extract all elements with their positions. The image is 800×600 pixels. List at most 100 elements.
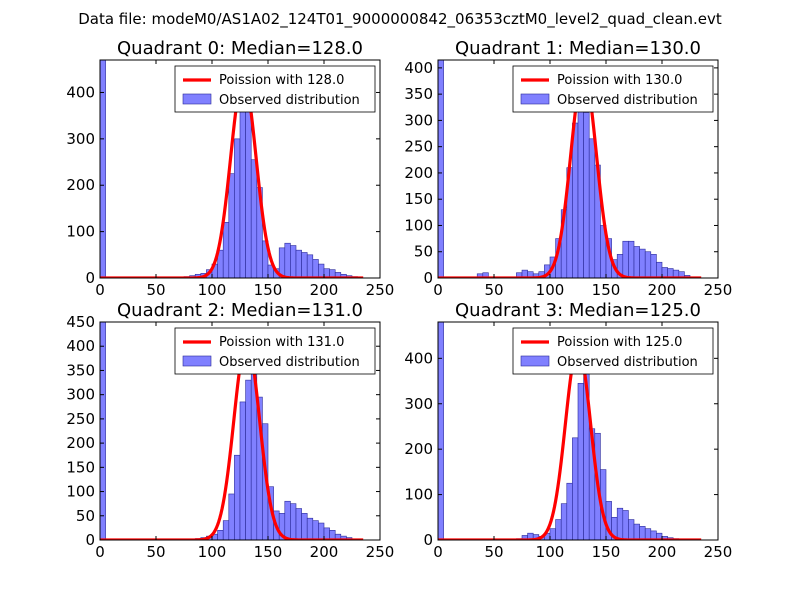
y-tick-label: 200 [404,164,433,182]
histogram-bar [290,503,297,540]
y-tick-label: 350 [66,361,95,379]
x-tick-label: 100 [536,281,565,299]
figure-suptitle: Data file: modeM0/AS1A02_124T01_90000008… [78,10,722,29]
y-tick-label: 50 [414,243,433,261]
chart-legend: Poission with 125.0 Observed distribution [512,327,714,375]
y-tick-label: 300 [66,130,95,148]
histogram-bar [572,122,579,278]
x-tick-label: 150 [254,281,283,299]
y-tick-label: 250 [66,410,95,428]
x-tick-label: 250 [366,281,395,299]
y-tick-label: 400 [66,83,95,101]
legend-line-label: Poission with 130.0 [557,73,682,88]
histogram-bar [644,251,652,278]
histogram-bar [650,254,657,278]
poisson-model-line [438,71,702,278]
chart-legend: Poission with 128.0 Observed distribution [174,65,376,113]
y-tick-label: 100 [404,216,433,234]
y-tick-label: 100 [66,483,95,501]
histogram-bar [239,108,246,278]
histogram-bar [622,240,629,278]
x-tick-label: 150 [592,543,621,561]
y-tick-label: 100 [404,486,433,504]
histogram-bar [245,103,252,278]
x-tick-label: 0 [433,543,443,561]
histogram-bar [438,322,444,540]
poisson-model-line [100,76,364,278]
histogram-bar [312,520,319,540]
histogram-bar [438,60,444,278]
x-tick-label: 200 [648,543,677,561]
x-tick-label: 0 [433,281,443,299]
x-tick-label: 100 [198,281,227,299]
legend-box [512,65,714,113]
histogram-bar [245,379,252,540]
chart-legend: Poission with 131.0 Observed distribution [174,327,376,375]
histogram-bar [306,254,314,278]
histogram-bar [633,246,640,278]
x-tick-label: 50 [484,543,503,561]
y-tick-label: 0 [423,531,433,549]
legend-bar-label: Observed distribution [557,93,698,108]
y-tick-label: 50 [76,507,95,525]
histogram-bar [628,240,635,278]
x-tick-label: 200 [310,281,339,299]
y-tick-label: 400 [404,59,433,77]
axes-frame [99,321,381,541]
legend-line-label: Poission with 125.0 [557,335,682,350]
chart-title: Quadrant 2: Median=131.0 [117,300,363,321]
histogram-bar [639,248,646,278]
y-tick-label: 0 [85,531,95,549]
y-tick-label: 450 [66,313,95,331]
x-tick-label: 50 [146,281,165,299]
histogram-bar [306,517,314,540]
histogram-bar [633,523,640,540]
histogram-bar [323,527,330,540]
x-tick-label: 250 [704,281,733,299]
legend-box [174,65,376,113]
x-tick-label: 0 [95,543,105,561]
histogram-bar [295,249,302,278]
legend-bar-swatch [182,355,212,367]
histogram-bar [100,322,106,540]
chart-quadrant-0: 0 50 100 150 200 250 0 100 200 300 400 Quadrant 0: … [66,38,394,299]
histogram-bar [572,437,579,540]
histogram-bar [228,493,235,540]
x-tick-label: 50 [484,281,503,299]
y-tick-label: 100 [66,223,95,241]
histogram-bar [318,263,325,278]
histogram-bar [284,242,291,278]
chart-title: Quadrant 0: Median=128.0 [117,38,363,59]
y-tick-label: 250 [404,138,433,156]
legend-bar-label: Observed distribution [557,355,698,370]
legend-bar-label: Observed distribution [219,355,360,370]
legend-bar-swatch [520,355,550,367]
y-tick-label: 300 [66,386,95,404]
y-tick-label: 400 [66,337,95,355]
histogram-bar [318,522,325,540]
histogram-bar [222,520,230,540]
histogram-bar [250,159,258,278]
histogram-bar [622,510,629,540]
histogram-bar [284,500,291,540]
y-tick-label: 0 [423,269,433,287]
y-tick-label: 400 [404,349,433,367]
y-tick-label: 200 [66,434,95,452]
histogram-bar [234,138,241,278]
histogram-bar [549,528,556,540]
histogram-bar [301,513,308,540]
histogram-bar [217,530,224,540]
histogram-bar [234,454,241,540]
x-tick-label: 50 [146,543,165,561]
y-tick-label: 350 [404,85,433,103]
y-tick-label: 0 [85,269,95,287]
histogram-bar [560,503,568,540]
chart-quadrant-1: 0 50 100 150 200 250 0 50 100 150 200 250 300 350 400 Q… [404,38,732,299]
histogram-bar [639,526,646,540]
x-tick-label: 150 [592,281,621,299]
poisson-model-line [438,345,702,540]
legend-bar-label: Observed distribution [219,93,360,108]
histogram-bar [616,507,624,540]
